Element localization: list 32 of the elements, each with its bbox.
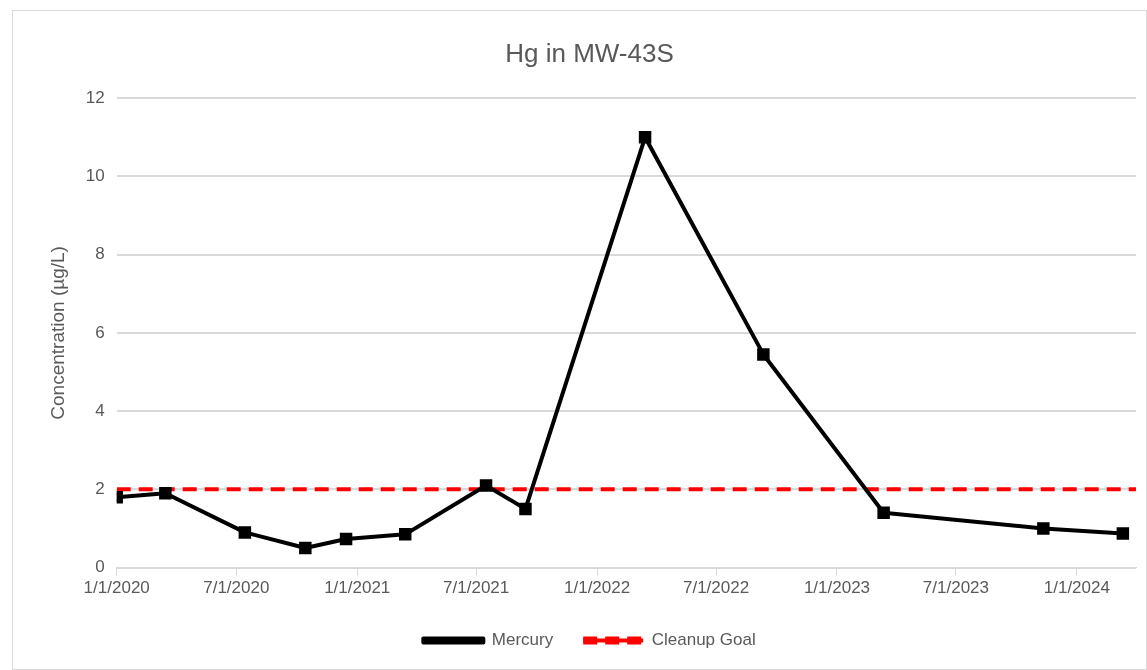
x-tick-label: 7/1/2020 bbox=[203, 578, 270, 598]
y-tick-label: 4 bbox=[95, 400, 105, 420]
point bbox=[519, 502, 532, 516]
x-tick-label: 1/1/2023 bbox=[803, 578, 871, 598]
x-tick-label: 7/1/2022 bbox=[682, 578, 750, 598]
point bbox=[757, 348, 770, 361]
point bbox=[638, 131, 652, 144]
y-tick-label: 10 bbox=[85, 166, 105, 186]
chart-title: Hg in MW-43S bbox=[505, 37, 674, 68]
point bbox=[1037, 522, 1050, 535]
point bbox=[159, 487, 172, 500]
point bbox=[877, 506, 890, 520]
legend-label: Mercury bbox=[491, 630, 554, 650]
x-tick-label: 1/1/2024 bbox=[1043, 578, 1110, 598]
x-tick-label: 1/1/2020 bbox=[83, 578, 150, 598]
point bbox=[299, 541, 312, 555]
point bbox=[1116, 527, 1130, 540]
point bbox=[339, 532, 353, 546]
x-tick-label: 1/1/2021 bbox=[324, 578, 391, 598]
x-tick-label: 7/1/2023 bbox=[922, 578, 990, 598]
y-tick-label: 6 bbox=[95, 322, 105, 342]
point bbox=[238, 526, 252, 539]
y-tick-label: 8 bbox=[95, 244, 105, 264]
x-tick-label: 7/1/2021 bbox=[443, 578, 510, 598]
y-axis-title: Concentration (µg/L) bbox=[46, 246, 68, 420]
y-tick-label: 12 bbox=[85, 87, 105, 107]
y-tick-label: 2 bbox=[95, 479, 105, 499]
point bbox=[398, 528, 412, 541]
point bbox=[479, 479, 493, 492]
y-tick-label: 0 bbox=[95, 557, 105, 577]
x-tick-label: 1/1/2022 bbox=[564, 578, 631, 598]
legend-label: Cleanup Goal bbox=[651, 630, 756, 650]
